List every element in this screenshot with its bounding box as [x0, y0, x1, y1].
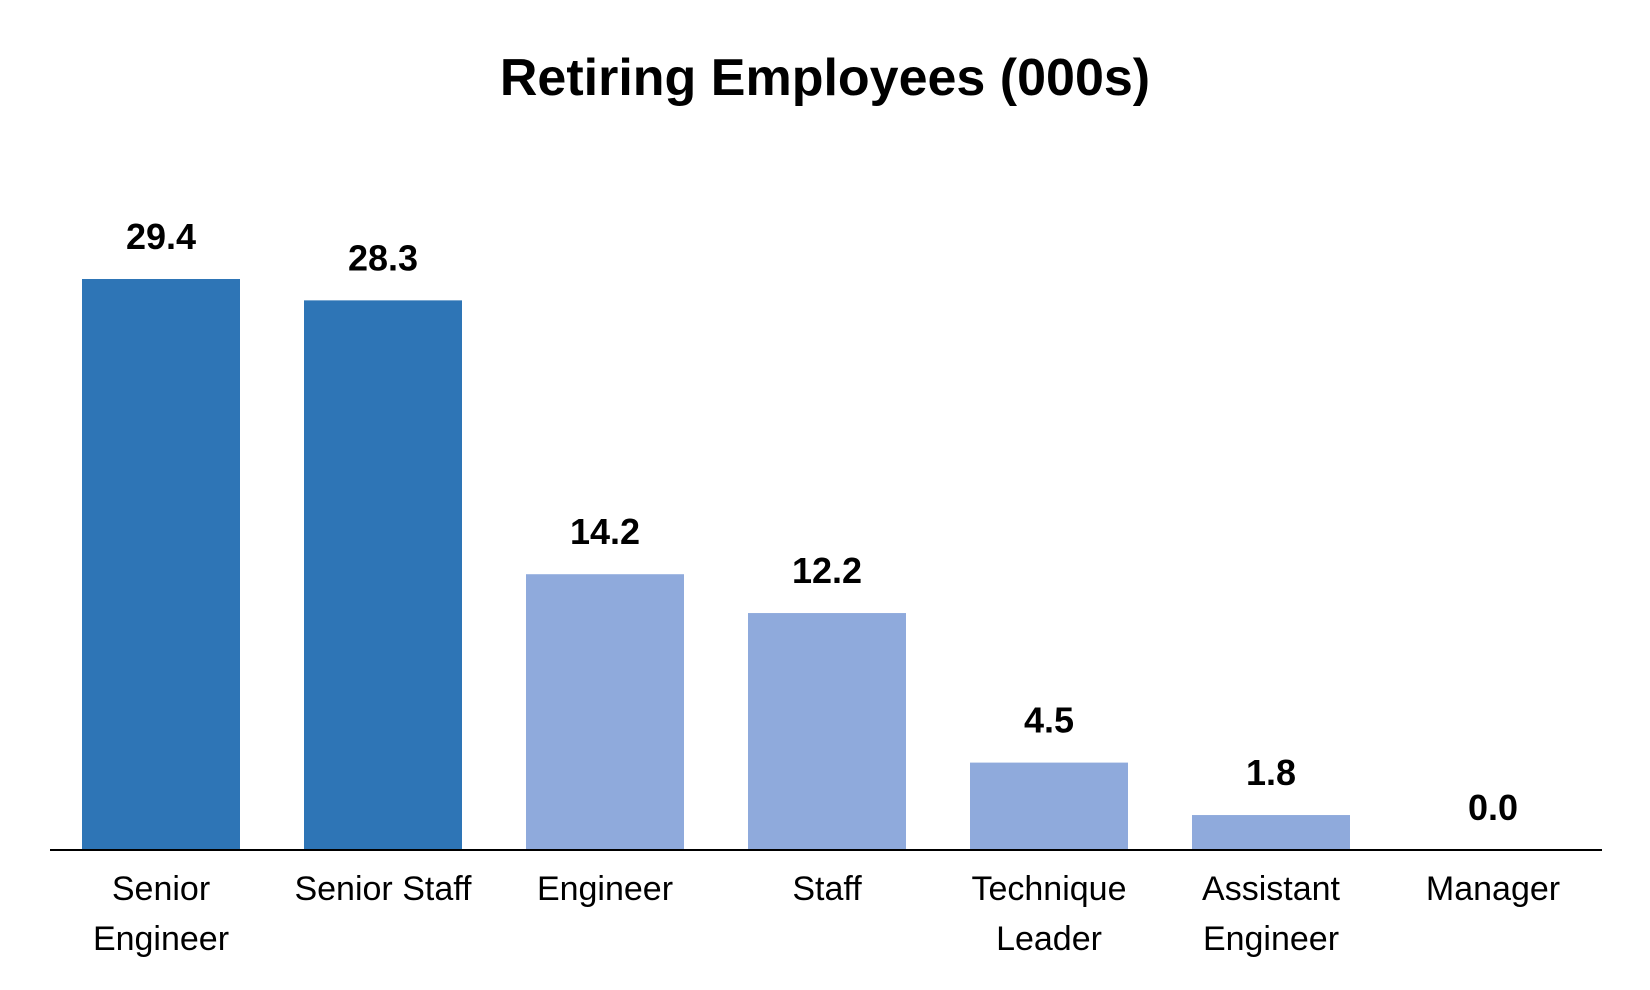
- value-labels-group: 29.4 28.3 14.2 12.2 4.5 1.8 0.0: [126, 216, 1518, 828]
- x-tick-label: Engineer: [537, 870, 673, 908]
- bar: [526, 574, 684, 850]
- x-tick-label: Assistant: [1202, 870, 1340, 908]
- chart-title: Retiring Employees (000s): [500, 49, 1150, 107]
- bar-value-label: 1.8: [1246, 752, 1296, 793]
- x-tick-label: Manager: [1426, 870, 1560, 908]
- bar: [748, 613, 906, 850]
- bar-value-label: 4.5: [1024, 700, 1074, 741]
- x-tick-labels-group: Senior Engineer Senior Staff Engineer Staff T…: [93, 870, 1560, 958]
- x-tick-label: Engineer: [1203, 920, 1339, 958]
- bar-value-label: 0.0: [1468, 787, 1518, 828]
- x-tick-label: Engineer: [93, 920, 229, 958]
- bar: [82, 279, 240, 850]
- x-tick-label: Staff: [792, 870, 862, 908]
- bar-value-label: 12.2: [792, 550, 862, 591]
- x-tick-label: Leader: [996, 920, 1102, 958]
- bar-value-label: 29.4: [126, 216, 196, 257]
- bar-value-label: 14.2: [570, 511, 640, 552]
- bar-value-label: 28.3: [348, 237, 418, 278]
- x-tick-label: Senior Staff: [294, 870, 472, 908]
- bar: [970, 762, 1128, 850]
- bar: [304, 300, 462, 850]
- bar: [1192, 815, 1350, 850]
- x-tick-label: Technique: [971, 870, 1126, 908]
- bars-group: [82, 279, 1350, 850]
- x-tick-label: Senior: [112, 870, 210, 908]
